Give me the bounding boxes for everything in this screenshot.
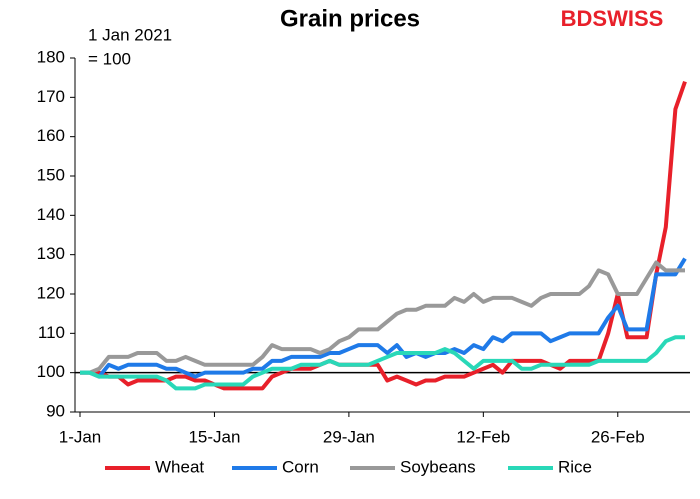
- y-tick-label: 130: [37, 244, 65, 263]
- y-tick-label: 150: [37, 165, 65, 184]
- x-tick-label: 12-Feb: [456, 427, 510, 446]
- x-tick-label: 29-Jan: [323, 427, 375, 446]
- series-line: [80, 260, 685, 375]
- y-tick-label: 180: [37, 47, 65, 66]
- legend-label: Corn: [282, 457, 319, 476]
- chart-subtitle: = 100: [88, 49, 131, 68]
- y-tick-label: 90: [46, 401, 65, 420]
- series-line: [80, 335, 685, 391]
- legend-label: Wheat: [155, 457, 204, 476]
- y-tick-label: 110: [38, 323, 65, 342]
- x-tick-label: 15-Jan: [188, 427, 240, 446]
- series-line: [80, 80, 687, 391]
- y-tick-label: 100: [37, 362, 65, 381]
- x-tick-label: 26-Feb: [591, 427, 645, 446]
- x-tick-label: 1-Jan: [59, 427, 102, 446]
- legend-label: Rice: [558, 457, 592, 476]
- chart-title: Grain prices: [280, 5, 420, 32]
- y-tick-label: 160: [37, 126, 65, 145]
- y-tick-label: 170: [37, 87, 65, 106]
- logo: BDSWISS: [561, 6, 664, 31]
- series-line: [80, 257, 687, 379]
- chart-subtitle: 1 Jan 2021: [88, 25, 172, 44]
- y-tick-label: 120: [37, 283, 65, 302]
- y-tick-label: 140: [37, 205, 65, 224]
- legend-label: Soybeans: [400, 457, 476, 476]
